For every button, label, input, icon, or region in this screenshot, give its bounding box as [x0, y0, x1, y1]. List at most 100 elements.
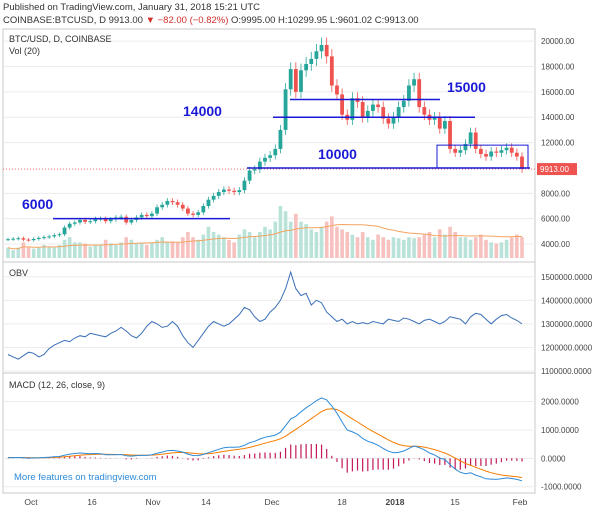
obv-tick-label: 1100000.0000: [541, 367, 592, 376]
candle-body: [432, 117, 437, 120]
candle: [257, 157, 262, 173]
candle-body: [350, 98, 355, 120]
x-tick-label: Oct: [24, 497, 38, 507]
ohlc-close: C:9913.00: [374, 15, 419, 26]
candle: [268, 151, 273, 162]
tradingview-watermark: More features on tradingview.com: [14, 472, 157, 483]
candle-body: [21, 238, 26, 240]
volume-bar: [515, 234, 519, 258]
volume-bar: [299, 221, 303, 258]
volume-bar: [484, 239, 488, 258]
candle: [499, 145, 504, 158]
candle-body: [365, 110, 370, 118]
volume-bar: [304, 224, 308, 258]
volume-bar: [6, 247, 10, 258]
volume-bar: [283, 211, 288, 258]
candle-body: [216, 192, 221, 196]
volume-bar: [175, 242, 180, 258]
published-line: Published on TradingView.com, January 31…: [3, 2, 261, 13]
candle: [401, 94, 406, 113]
volume-bar: [314, 232, 319, 258]
candle-body: [514, 152, 519, 157]
volume-bar: [211, 232, 216, 258]
label-15000: 15000: [447, 79, 486, 95]
volume-bar: [463, 237, 468, 258]
candle: [180, 202, 185, 212]
candle-body: [443, 121, 447, 129]
candle: [489, 147, 494, 161]
candle-body: [309, 58, 314, 64]
candle-body: [458, 150, 463, 153]
x-tick-label: Nov: [145, 497, 161, 507]
candle-body: [206, 199, 211, 207]
volume-bar: [242, 229, 247, 258]
candle: [417, 72, 422, 113]
gridlines: [3, 40, 535, 488]
candle: [186, 205, 190, 217]
candle: [350, 92, 355, 126]
volume-bar: [247, 232, 252, 258]
volume-bar: [509, 237, 514, 258]
macd-tick-label: 2000.0000: [541, 398, 579, 407]
volume-bar: [520, 237, 524, 258]
candle-body: [401, 100, 406, 108]
candle-body: [329, 56, 334, 86]
volume-bar: [206, 226, 211, 258]
candle: [57, 232, 62, 237]
candle-body: [257, 161, 262, 170]
volume-bar: [134, 243, 139, 258]
x-tick-label: Dec: [264, 497, 280, 507]
candle-body: [103, 218, 108, 222]
candle: [520, 152, 524, 173]
candle-body: [232, 190, 237, 193]
candle-body: [386, 118, 391, 124]
volume-bar: [263, 226, 267, 258]
price-tick-label: 12000.00: [541, 139, 575, 148]
candle-body: [150, 213, 154, 217]
candle-body: [47, 236, 52, 238]
x-tick-label: 2018: [386, 497, 405, 507]
volume-bar: [391, 237, 396, 258]
candle-body: [93, 218, 98, 222]
candle-body: [26, 239, 31, 241]
candle-body: [453, 148, 458, 153]
candle-body: [175, 202, 180, 205]
volume-bar: [114, 245, 118, 258]
volume-bar: [319, 226, 324, 258]
volume-bar: [155, 239, 159, 258]
candle: [432, 111, 437, 126]
ohlc-low: L:9601.02: [329, 15, 373, 26]
volume-bar: [170, 241, 175, 258]
candle: [170, 198, 175, 205]
macd-panel-title: MACD (12, 26, close, 9): [9, 380, 105, 390]
volume-bar: [186, 232, 190, 258]
candle: [42, 235, 46, 240]
obv-line-layer: [7, 270, 523, 360]
volume-bar: [345, 232, 350, 258]
candle: [412, 72, 416, 92]
candle-body: [196, 212, 201, 215]
candle: [252, 165, 257, 175]
volume-bar: [396, 238, 401, 258]
macd-signal-line: [8, 408, 523, 479]
candle: [47, 234, 52, 239]
candle-body: [78, 219, 82, 223]
volume-bar: [350, 234, 355, 258]
price-tick-label: 8000.00: [541, 189, 570, 198]
obv-line: [7, 270, 523, 360]
candle-body: [221, 189, 226, 193]
volume-bar: [309, 229, 314, 258]
candle-body: [448, 121, 452, 149]
candle-body: [304, 63, 309, 71]
volume-bar: [11, 250, 15, 258]
candle-body: [468, 132, 473, 144]
candle-body: [417, 79, 422, 108]
volume-bar: [468, 239, 473, 258]
candle-body: [237, 190, 242, 193]
candle: [11, 237, 16, 241]
candle: [26, 237, 31, 242]
candle-body: [396, 107, 401, 118]
candle-body: [422, 107, 427, 115]
obv-tick-label: 1300000.0000: [541, 320, 593, 329]
